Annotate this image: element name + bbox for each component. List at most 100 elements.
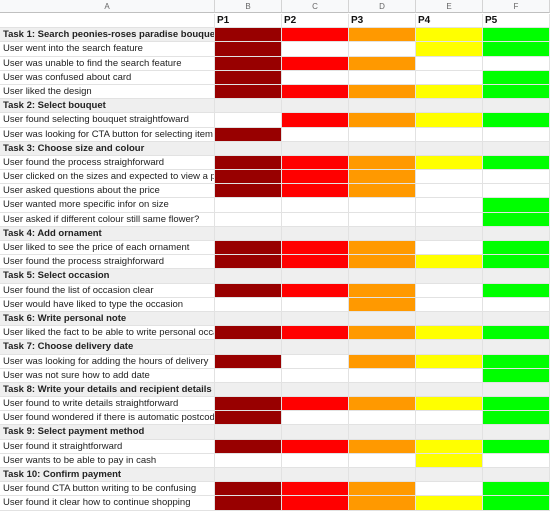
score-cell-p3[interactable] (349, 269, 416, 284)
score-cell-p2[interactable] (282, 170, 349, 185)
score-cell-p5[interactable] (483, 482, 550, 497)
score-cell-p4[interactable] (416, 425, 483, 440)
finding-label-cell[interactable]: User found wondered if there is automati… (0, 411, 215, 426)
score-cell-p2[interactable] (282, 212, 349, 227)
score-cell-p4[interactable] (416, 368, 483, 383)
score-cell-p1[interactable] (215, 212, 282, 227)
finding-label-cell[interactable]: User clicked on the sizes and expected t… (0, 170, 215, 185)
score-cell-p1[interactable] (215, 56, 282, 71)
finding-label-cell[interactable]: User liked the fact to be able to write … (0, 326, 215, 341)
finding-label-cell[interactable]: User found selecting bouquet straightfow… (0, 113, 215, 128)
score-cell-p1[interactable] (215, 411, 282, 426)
score-cell-p4[interactable] (416, 28, 483, 43)
score-cell-p5[interactable] (483, 141, 550, 156)
score-cell-p1[interactable] (215, 496, 282, 511)
score-cell-p4[interactable] (416, 226, 483, 241)
score-cell-p1[interactable] (215, 226, 282, 241)
score-cell-p2[interactable] (282, 70, 349, 85)
task-label-cell[interactable]: Task 1: Search peonies-roses paradise bo… (0, 28, 215, 43)
score-cell-p4[interactable] (416, 397, 483, 412)
score-cell-p5[interactable] (483, 283, 550, 298)
score-cell-p2[interactable] (282, 411, 349, 426)
score-cell-p4[interactable] (416, 155, 483, 171)
score-cell-p5[interactable] (483, 468, 550, 483)
column-header-f[interactable]: F (483, 0, 550, 13)
column-header-c[interactable]: C (282, 0, 349, 13)
score-cell-p3[interactable] (349, 198, 416, 213)
score-cell-p5[interactable] (483, 198, 550, 213)
score-cell-p3[interactable] (349, 255, 416, 270)
score-cell-p1[interactable] (215, 439, 282, 454)
score-cell-p3[interactable] (349, 297, 416, 312)
score-cell-p2[interactable] (282, 496, 349, 511)
score-cell-p3[interactable] (349, 28, 416, 43)
score-cell-p5[interactable] (483, 70, 550, 85)
finding-label-cell[interactable]: User was looking for adding the hours of… (0, 354, 215, 369)
score-cell-p4[interactable] (416, 311, 483, 327)
score-cell-p4[interactable] (416, 411, 483, 426)
score-cell-p3[interactable] (349, 42, 416, 57)
score-cell-p4[interactable] (416, 269, 483, 284)
score-cell-p5[interactable] (483, 311, 550, 327)
score-cell-p1[interactable] (215, 453, 282, 468)
score-cell-p5[interactable] (483, 340, 550, 355)
score-cell-p3[interactable] (349, 411, 416, 426)
task-label-cell[interactable]: Task 10: Confirm payment (0, 468, 215, 483)
finding-label-cell[interactable]: User wanted more specific infor on size (0, 198, 215, 213)
score-cell-p1[interactable] (215, 397, 282, 412)
task-label-cell[interactable]: Task 6: Write personal note (0, 311, 215, 327)
score-cell-p3[interactable] (349, 212, 416, 227)
score-cell-p1[interactable] (215, 382, 282, 398)
score-cell-p5[interactable] (483, 42, 550, 57)
score-cell-p5[interactable] (483, 155, 550, 171)
score-cell-p2[interactable] (282, 84, 349, 100)
score-cell-p4[interactable] (416, 468, 483, 483)
finding-label-cell[interactable]: User found the list of occasion clear (0, 283, 215, 298)
score-cell-p5[interactable] (483, 255, 550, 270)
score-cell-p3[interactable] (349, 70, 416, 85)
score-cell-p1[interactable] (215, 113, 282, 128)
score-cell-p4[interactable] (416, 198, 483, 213)
score-cell-p1[interactable] (215, 241, 282, 256)
score-cell-p2[interactable] (282, 113, 349, 128)
score-cell-p2[interactable] (282, 425, 349, 440)
score-cell-p1[interactable] (215, 42, 282, 57)
score-cell-p3[interactable] (349, 56, 416, 71)
score-cell-p5[interactable] (483, 326, 550, 341)
score-cell-p5[interactable] (483, 127, 550, 142)
finding-label-cell[interactable]: User found it straightforward (0, 439, 215, 454)
finding-label-cell[interactable]: User liked the design (0, 84, 215, 100)
score-cell-p3[interactable] (349, 127, 416, 142)
score-cell-p3[interactable] (349, 496, 416, 511)
score-cell-p4[interactable] (416, 326, 483, 341)
score-cell-p5[interactable] (483, 269, 550, 284)
score-cell-p3[interactable] (349, 170, 416, 185)
score-cell-p1[interactable] (215, 70, 282, 85)
score-cell-p5[interactable] (483, 99, 550, 114)
score-cell-p4[interactable] (416, 297, 483, 312)
finding-label-cell[interactable]: User found the process straighforward (0, 155, 215, 171)
score-cell-p5[interactable] (483, 496, 550, 511)
score-cell-p2[interactable] (282, 326, 349, 341)
score-cell-p2[interactable] (282, 283, 349, 298)
score-cell-p4[interactable] (416, 382, 483, 398)
task-label-cell[interactable]: Task 5: Select occasion (0, 269, 215, 284)
score-cell-p2[interactable] (282, 241, 349, 256)
score-cell-p2[interactable] (282, 141, 349, 156)
finding-label-cell[interactable]: User went into the search feature (0, 42, 215, 57)
score-cell-p3[interactable] (349, 453, 416, 468)
score-cell-p2[interactable] (282, 482, 349, 497)
score-cell-p1[interactable] (215, 340, 282, 355)
header-cell-a[interactable] (0, 14, 215, 29)
score-cell-p1[interactable] (215, 155, 282, 171)
score-cell-p4[interactable] (416, 255, 483, 270)
task-label-cell[interactable]: Task 9: Select payment method (0, 425, 215, 440)
score-cell-p5[interactable] (483, 184, 550, 199)
score-cell-p1[interactable] (215, 198, 282, 213)
task-label-cell[interactable]: Task 4: Add ornament (0, 226, 215, 241)
score-cell-p2[interactable] (282, 311, 349, 327)
score-cell-p2[interactable] (282, 184, 349, 199)
score-cell-p1[interactable] (215, 283, 282, 298)
finding-label-cell[interactable]: User was confused about card (0, 70, 215, 85)
score-cell-p3[interactable] (349, 340, 416, 355)
